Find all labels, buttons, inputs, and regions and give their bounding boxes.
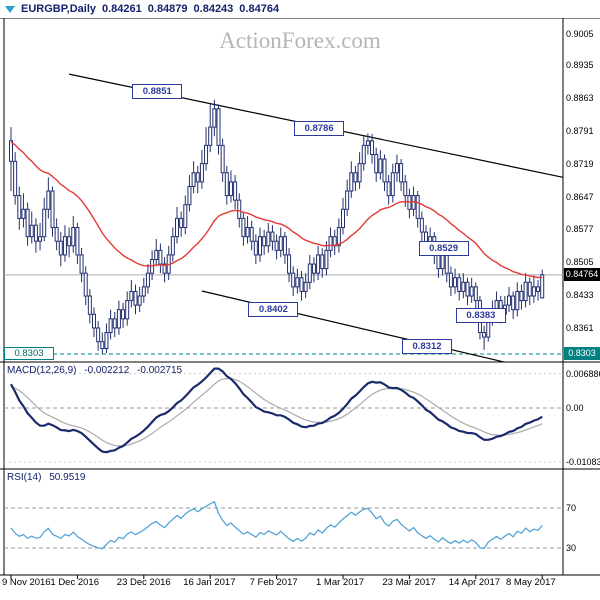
symbol-dropdown-icon[interactable]: [5, 5, 15, 13]
rsi-indicator-label: RSI(14) 50.9519: [7, 472, 90, 483]
macd-name: MACD(12,26,9): [7, 365, 77, 376]
support-level-tag-left[interactable]: 0.8303: [4, 346, 54, 360]
rsi-value: 50.9519: [49, 472, 86, 483]
high-value: 0.84879: [147, 3, 188, 15]
macd-value: -0.002212: [84, 365, 130, 376]
rsi-name: RSI(14): [7, 472, 42, 483]
open-value: 0.84261: [102, 3, 142, 15]
chart-title-bar: EURGBP,Daily 0.84261 0.84879 0.84243 0.8…: [0, 0, 600, 18]
low-value: 0.84243: [193, 3, 234, 15]
watermark: ActionForex.com: [219, 28, 381, 53]
symbol-period-label: EURGBP,Daily: [21, 3, 96, 15]
macd-indicator-label: MACD(12,26,9) -0.002212 -0.002715: [7, 365, 187, 376]
macd-signal-value: -0.002715: [137, 365, 183, 376]
current-price-tag: 0.84764: [564, 267, 600, 281]
support-level-tag-right: 0.8303: [564, 346, 600, 360]
close-value: 0.84764: [239, 3, 280, 15]
